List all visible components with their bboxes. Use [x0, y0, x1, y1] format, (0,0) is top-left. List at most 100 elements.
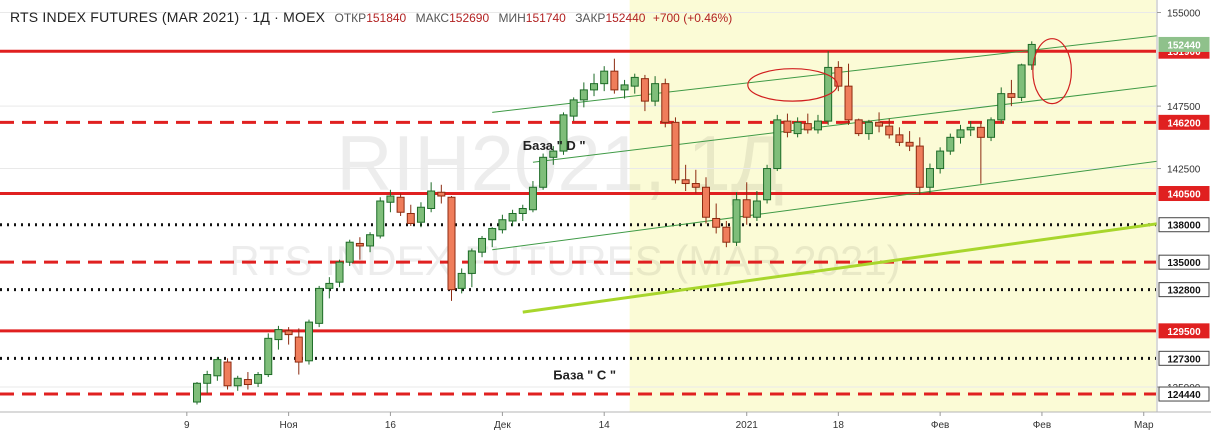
candle-body — [640, 78, 649, 102]
candle-body — [803, 123, 812, 131]
candle-body — [274, 329, 283, 341]
candle-body — [732, 199, 741, 243]
candle-body — [925, 168, 934, 188]
candle-body — [203, 374, 212, 384]
high-label: МАКС — [415, 11, 450, 25]
candle-body — [722, 226, 731, 243]
candle-body — [610, 70, 619, 91]
candle-body — [416, 206, 425, 223]
candle-body — [813, 120, 822, 131]
candle-body — [620, 84, 629, 91]
candle-body — [376, 200, 385, 237]
candle-body — [752, 200, 761, 218]
level-badge-129500: 129500 — [1167, 327, 1201, 338]
level-badge-124440-bg — [1158, 386, 1210, 402]
candle-body — [304, 321, 313, 362]
candle-body — [987, 119, 996, 138]
annotation-1: База " D " — [523, 138, 586, 153]
close-value: 152440 — [605, 11, 646, 25]
candle-body — [345, 241, 354, 263]
price-tick-label: 142500 — [1167, 165, 1201, 176]
low-label: МИН — [498, 11, 526, 25]
highlight-ellipse-1 — [747, 68, 838, 102]
candle-body — [773, 119, 782, 170]
price-tick-label: 155000 — [1167, 8, 1201, 19]
candle-body — [406, 212, 415, 224]
close-label: ЗАКР — [575, 11, 606, 25]
level-badge-124440: 124440 — [1167, 390, 1201, 401]
candle-body — [193, 382, 201, 403]
annotation-2: База " С " — [553, 368, 616, 383]
candle-body — [437, 191, 446, 197]
candle-body — [712, 217, 721, 228]
chart-header: RTS INDEX FUTURES (MAR 2021) · 1Д · MOEX… — [10, 9, 732, 25]
candle-body — [508, 212, 517, 222]
candle-body — [335, 261, 344, 283]
candle-body — [630, 76, 639, 87]
candle-body — [213, 359, 222, 377]
open-label: ОТКР — [334, 11, 367, 25]
candle-body — [457, 272, 466, 289]
candle-body — [579, 89, 588, 101]
highlight-region — [629, 0, 1156, 412]
candle-body — [905, 141, 914, 147]
candle-body — [976, 126, 985, 138]
candle-body — [478, 237, 487, 253]
time-tick-label: 9 — [184, 420, 190, 431]
time-tick-label: Мар — [1134, 420, 1154, 431]
candle-body — [997, 93, 1006, 121]
candle-body — [854, 119, 863, 135]
candle-body — [264, 337, 273, 376]
candle-body — [528, 186, 537, 211]
candle-body — [223, 361, 232, 387]
time-tick-label: Ноя — [280, 420, 298, 431]
candle-body — [366, 234, 375, 247]
candle-body — [427, 190, 436, 209]
candle-body — [447, 196, 456, 291]
level-badge-146200: 146200 — [1167, 118, 1201, 129]
time-tick-label: Дек — [494, 420, 511, 431]
candle-body — [233, 377, 242, 387]
candle-body — [783, 120, 792, 133]
candle-body — [946, 136, 955, 152]
level-badge-151900: 151900 — [1167, 47, 1201, 58]
time-tick-label: Фев — [931, 420, 949, 431]
candle-body — [681, 179, 690, 185]
candle-body — [396, 196, 405, 213]
candle-body — [284, 330, 293, 336]
last-price-badge-bg — [1158, 36, 1210, 52]
candle-body — [498, 219, 507, 231]
highlight-ellipse-2 — [1032, 38, 1072, 105]
level-badge-138000: 138000 — [1167, 221, 1201, 232]
candle-body — [488, 227, 497, 241]
candle-body — [834, 66, 843, 87]
candle-body — [915, 145, 924, 188]
time-tick-label: 14 — [599, 420, 611, 431]
candle-body — [355, 242, 364, 247]
candle-body — [243, 379, 252, 386]
level-badge-138000-bg — [1158, 217, 1210, 233]
candle-body — [763, 168, 772, 201]
candle-body — [539, 156, 548, 188]
candle-body — [518, 207, 527, 214]
high-value: 152690 — [449, 11, 490, 25]
candle-body — [742, 199, 751, 218]
candle-body — [702, 186, 710, 218]
candle-body — [1007, 93, 1016, 98]
level-badge-129500-bg — [1158, 323, 1210, 339]
candle-body — [559, 114, 568, 152]
watermark-name: RTS INDEX FUTURES (MAR 2021) — [229, 237, 900, 284]
change-value: +700 (+0.46%) — [652, 11, 733, 25]
candle-body — [844, 85, 853, 121]
open-value: 151840 — [366, 11, 407, 25]
time-tick-label: Фев — [1033, 420, 1051, 431]
level-badge-135000-bg — [1158, 254, 1210, 270]
candle-body — [325, 282, 334, 289]
level-badge-127300-bg — [1158, 350, 1210, 366]
candle-body — [936, 150, 945, 170]
candle-body — [467, 250, 476, 274]
candle-body — [966, 126, 975, 131]
level-badge-146200-bg — [1158, 114, 1210, 130]
candle-body — [875, 121, 884, 127]
